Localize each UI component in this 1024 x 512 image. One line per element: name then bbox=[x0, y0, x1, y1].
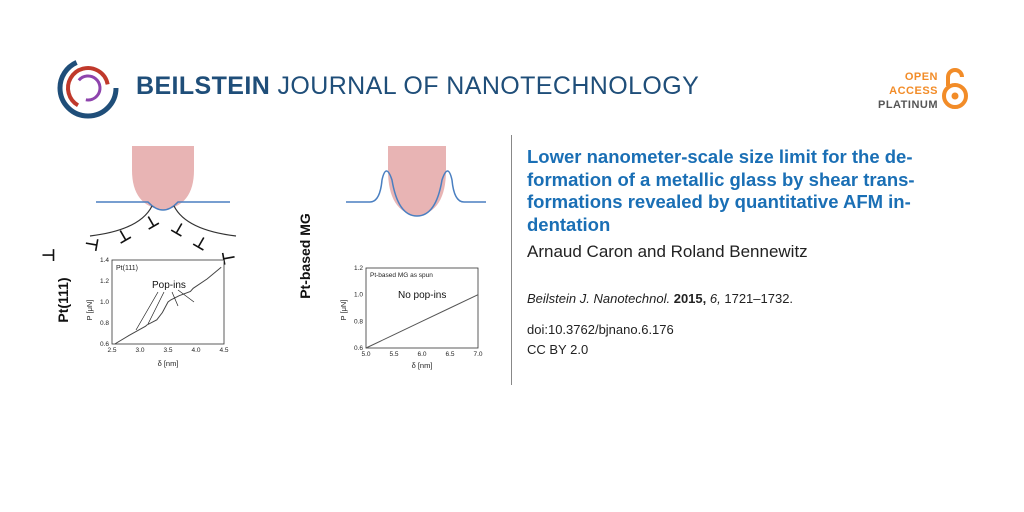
left-chart-ytick-label: 1.2 bbox=[100, 278, 109, 285]
left-indenter-tip bbox=[132, 146, 194, 210]
license-label: CC BY 2.0 bbox=[527, 342, 589, 357]
open-access-badge: OPEN ACCESS PLATINUM bbox=[878, 70, 938, 112]
left-chart-inset-label: Pt(111) bbox=[116, 265, 138, 272]
svg-text:⊥: ⊥ bbox=[114, 226, 135, 248]
right-chart-xtick-label: 5.0 bbox=[361, 351, 370, 358]
right-chart-ytick-label: 0.6 bbox=[354, 345, 363, 352]
right-chart-xtick-label: 7.0 bbox=[473, 351, 482, 358]
left-deformation-arc bbox=[89, 205, 153, 237]
journal-name: BEILSTEIN JOURNAL OF NANOTECHNOLOGY bbox=[136, 72, 699, 101]
journal-name-rest: JOURNAL OF NANOTECHNOLOGY bbox=[277, 72, 700, 100]
journal-logo bbox=[57, 57, 119, 119]
right-chart-ytick-label: 1.0 bbox=[354, 292, 363, 299]
left-chart-ytick-label: 1.4 bbox=[100, 257, 109, 264]
left-chart-xtick-label: 3.0 bbox=[135, 347, 144, 354]
left-chart-xtick-label: 2.5 bbox=[107, 347, 116, 354]
left-sample-label: Pt(111) bbox=[55, 277, 71, 322]
right-chart: 5.0 5.5 6.0 6.5 7.0 0.6 0.8 1.0 1.2 Pt-based MG … bbox=[339, 265, 483, 370]
journal-abbrev: Beilstein J. Nanotechnol. bbox=[527, 291, 671, 306]
oa-line-access: ACCESS bbox=[889, 85, 938, 97]
svg-text:⊥: ⊥ bbox=[190, 233, 211, 255]
right-surface-line bbox=[346, 170, 486, 217]
right-chart-annotation: No pop-ins bbox=[398, 290, 446, 301]
graphical-abstract: Pt(111) ⊥ ⊥ ⊥ ⊥ ⊥ ⊥ ⊥ 2.5 3.0 3.5 4.0 4.50.6… bbox=[41, 146, 486, 370]
svg-text:⊥: ⊥ bbox=[83, 236, 102, 253]
left-chart-xtick-label: 4.0 bbox=[191, 347, 200, 354]
left-chart-series-line bbox=[114, 266, 222, 345]
left-surface-line bbox=[96, 201, 230, 211]
doi-link[interactable]: doi:10.3762/bjnano.6.176 bbox=[527, 322, 674, 337]
left-chart-ytick-label: 0.8 bbox=[100, 320, 109, 327]
svg-text:⊥: ⊥ bbox=[142, 212, 163, 234]
journal-name-bold: BEILSTEIN bbox=[136, 72, 271, 100]
right-indenter-tip bbox=[388, 146, 446, 216]
svg-text:⊥: ⊥ bbox=[41, 248, 58, 262]
right-deformation-arc bbox=[173, 205, 237, 237]
right-chart-ylabel: P [μN] bbox=[339, 300, 348, 321]
left-chart-xtick-label: 3.5 bbox=[163, 347, 172, 354]
svg-text:⊥: ⊥ bbox=[168, 219, 189, 241]
left-chart: 2.5 3.0 3.5 4.0 4.5 0.6 0.8 1.0 1.2 1.4 Pt(111) P… bbox=[85, 257, 229, 368]
left-chart-ytick-label: 0.6 bbox=[100, 341, 109, 348]
left-chart-xtick-label: 4.5 bbox=[219, 347, 228, 354]
right-chart-xtick-label: 6.0 bbox=[417, 351, 426, 358]
left-chart-xlabel: δ [nm] bbox=[158, 359, 179, 368]
right-chart-xtick-label: 6.5 bbox=[445, 351, 454, 358]
right-chart-inset-label: Pt-based MG as spun bbox=[370, 272, 433, 279]
article-title[interactable]: Lower nanometer-scale size limit for the… bbox=[527, 146, 915, 235]
right-chart-ytick-label: 0.8 bbox=[354, 318, 363, 325]
vertical-divider bbox=[511, 135, 512, 385]
left-chart-annotation: Pop-ins bbox=[152, 280, 186, 291]
right-chart-series-line bbox=[365, 294, 479, 349]
citation-year: 2015, bbox=[673, 291, 707, 306]
left-chart-ylabel: P [μN] bbox=[85, 300, 94, 321]
oa-line-open: OPEN bbox=[904, 71, 938, 83]
citation-pages: 1721–1732. bbox=[724, 291, 794, 306]
right-chart-xlabel: δ [nm] bbox=[412, 361, 433, 370]
article-authors: Arnaud Caron and Roland Bennewitz bbox=[527, 242, 808, 261]
right-chart-ytick-label: 1.2 bbox=[354, 265, 363, 272]
oa-line-platinum: PLATINUM bbox=[877, 99, 938, 111]
popin-arrows bbox=[135, 289, 195, 331]
open-lock-icon bbox=[942, 68, 968, 109]
right-sample-label: Pt-based MG bbox=[297, 213, 313, 299]
right-chart-xtick-label: 5.5 bbox=[389, 351, 398, 358]
left-chart-ytick-label: 1.0 bbox=[100, 299, 109, 306]
citation-volume: 6, bbox=[709, 291, 721, 306]
citation: Beilstein J. Nanotechnol. 2015, 6, 1721–… bbox=[527, 291, 793, 306]
